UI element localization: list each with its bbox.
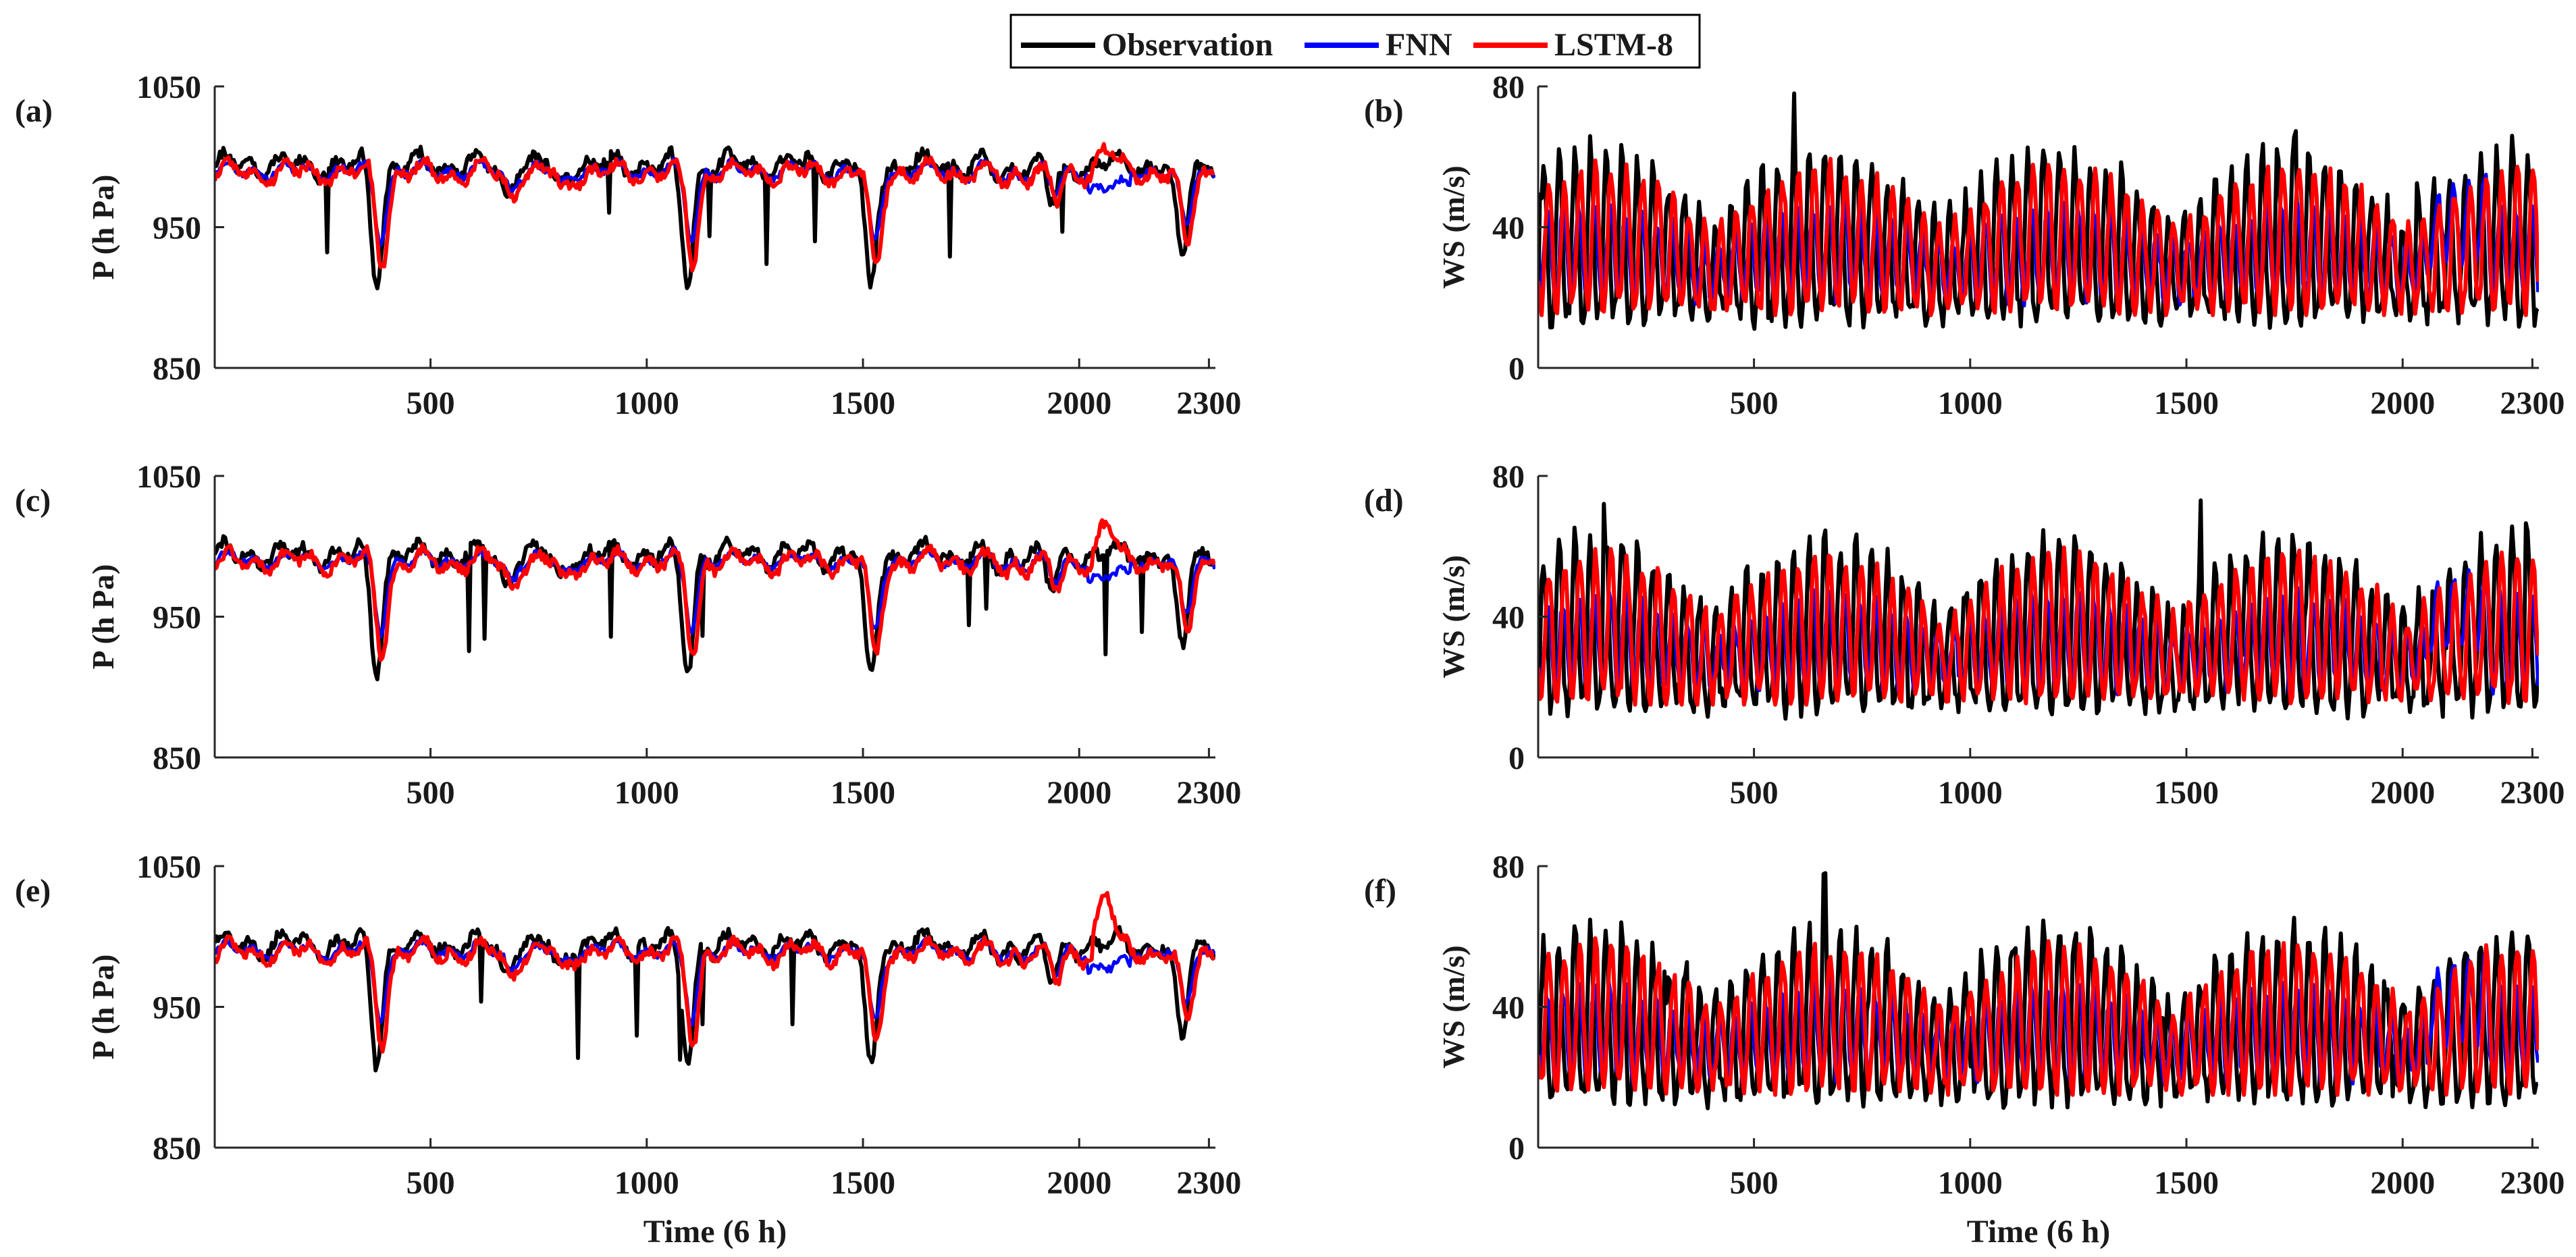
series-line-lstm8 xyxy=(215,142,1215,273)
series-line-lstm8 xyxy=(1538,545,2539,707)
panel-label: (e) xyxy=(15,873,51,909)
series-group xyxy=(1538,91,2539,331)
y-tick-label: 950 xyxy=(153,211,201,246)
series-group xyxy=(215,142,1215,291)
y-tick-label: 40 xyxy=(1492,211,1525,246)
x-tick-label: 1500 xyxy=(2154,1165,2219,1201)
x-tick-label: 2300 xyxy=(1176,1165,1241,1201)
x-tick-label: 1000 xyxy=(1938,775,2003,811)
x-tick-label: 2000 xyxy=(1047,1165,1111,1201)
y-axis-label: P (h Pa) xyxy=(86,955,120,1060)
y-tick-label: 80 xyxy=(1492,459,1525,495)
x-tick-label: 2300 xyxy=(2500,1165,2565,1201)
series-line-observation xyxy=(1538,91,2539,331)
y-tick-label: 850 xyxy=(153,351,201,387)
y-tick-label: 0 xyxy=(1508,741,1525,776)
y-tick-label: 0 xyxy=(1508,1131,1525,1167)
x-tick-label: 1500 xyxy=(831,775,895,811)
panel-e: 500 1000 1500 2000 2300 850 950 1050 P (h Pa) (e)… xyxy=(15,849,1241,1250)
series-group xyxy=(215,518,1215,682)
y-tick-label: 40 xyxy=(1492,600,1525,636)
series-line-lstm8 xyxy=(215,890,1215,1054)
series-group xyxy=(1538,498,2539,721)
y-axis-label: P (h Pa) xyxy=(86,564,120,670)
y-axis-label: WS (m/s) xyxy=(1436,165,1471,289)
x-tick-label: 1000 xyxy=(614,1165,679,1201)
x-tick-label: 1500 xyxy=(831,1165,895,1201)
panel-label: (b) xyxy=(1364,93,1404,129)
x-tick-label: 2000 xyxy=(2370,775,2435,811)
x-tick-label: 1000 xyxy=(1938,385,2003,421)
series-line-lstm8 xyxy=(1538,157,2539,317)
series-line-lstm8 xyxy=(215,518,1215,662)
legend-label-lstm8: LSTM-8 xyxy=(1554,27,1673,63)
panel-b: 500 1000 1500 2000 2300 0 40 80 WS (m/s) (b) xyxy=(1364,70,2565,421)
x-tick-label: 2300 xyxy=(2500,385,2565,421)
y-tick-label: 80 xyxy=(1492,849,1525,885)
x-tick-label: 1000 xyxy=(614,385,679,421)
x-tick-label: 1000 xyxy=(614,775,679,811)
panel-d: 500 1000 1500 2000 2300 0 40 80 WS (m/s) (d) xyxy=(1364,459,2565,811)
series-line-observation xyxy=(215,534,1215,682)
x-tick-label: 2000 xyxy=(1047,385,1111,421)
x-tick-label: 2300 xyxy=(1176,385,1241,421)
x-tick-label: 2000 xyxy=(2370,1165,2435,1201)
series-line-lstm8 xyxy=(1538,936,2539,1097)
x-tick-label: 1000 xyxy=(1938,1165,2003,1201)
series-group xyxy=(215,890,1215,1073)
x-tick-label: 500 xyxy=(406,775,455,811)
x-tick-label: 500 xyxy=(1730,385,1779,421)
legend-label-fnn: FNN xyxy=(1386,27,1452,63)
y-axis-label: P (h Pa) xyxy=(86,175,120,280)
y-tick-label: 0 xyxy=(1508,351,1525,387)
x-tick-label: 2000 xyxy=(2370,385,2435,421)
panel-f: 500 1000 1500 2000 2300 0 40 80 WS (m/s) (f) Time … xyxy=(1364,849,2565,1250)
x-tick-label: 500 xyxy=(1730,1165,1779,1201)
y-tick-label: 80 xyxy=(1492,70,1525,105)
series-group xyxy=(1538,871,2539,1111)
x-tick-label: 500 xyxy=(406,1165,455,1201)
x-axis-label: Time (6 h) xyxy=(1967,1214,2110,1250)
panel-label: (c) xyxy=(15,483,51,518)
y-tick-label: 1050 xyxy=(136,70,201,105)
y-axis-label: WS (m/s) xyxy=(1436,945,1471,1069)
y-tick-label: 850 xyxy=(153,741,201,776)
x-axis-label: Time (6 h) xyxy=(643,1214,787,1250)
x-tick-label: 1500 xyxy=(831,385,895,421)
x-tick-label: 2000 xyxy=(1047,775,1111,811)
x-tick-label: 500 xyxy=(406,385,455,421)
panel-label: (d) xyxy=(1364,483,1404,518)
panel-a: 500 1000 1500 2000 2300 850 950 1050 P (h Pa) (a) xyxy=(15,70,1241,421)
y-tick-label: 1050 xyxy=(136,849,201,885)
panel-label: (f) xyxy=(1364,873,1396,909)
y-tick-label: 40 xyxy=(1492,990,1525,1026)
legend-frame xyxy=(1009,14,1701,69)
x-tick-label: 500 xyxy=(1730,775,1779,811)
panel-c: 500 1000 1500 2000 2300 850 950 1050 P (h Pa) (c) xyxy=(15,459,1241,811)
y-tick-label: 1050 xyxy=(136,459,201,495)
panel-label: (a) xyxy=(15,93,53,129)
y-tick-label: 950 xyxy=(153,990,201,1026)
y-axis-label: WS (m/s) xyxy=(1436,555,1471,678)
x-tick-label: 2300 xyxy=(1176,775,1241,811)
x-tick-label: 2300 xyxy=(2500,775,2565,811)
legend: Observation FNN LSTM-8 xyxy=(1009,14,1701,69)
y-tick-label: 950 xyxy=(153,600,201,636)
legend-label-observation: Observation xyxy=(1102,27,1273,63)
x-tick-label: 1500 xyxy=(2154,385,2219,421)
series-line-observation xyxy=(215,925,1215,1073)
x-tick-label: 1500 xyxy=(2154,775,2219,811)
series-line-observation xyxy=(1538,498,2539,721)
y-tick-label: 850 xyxy=(153,1131,201,1167)
